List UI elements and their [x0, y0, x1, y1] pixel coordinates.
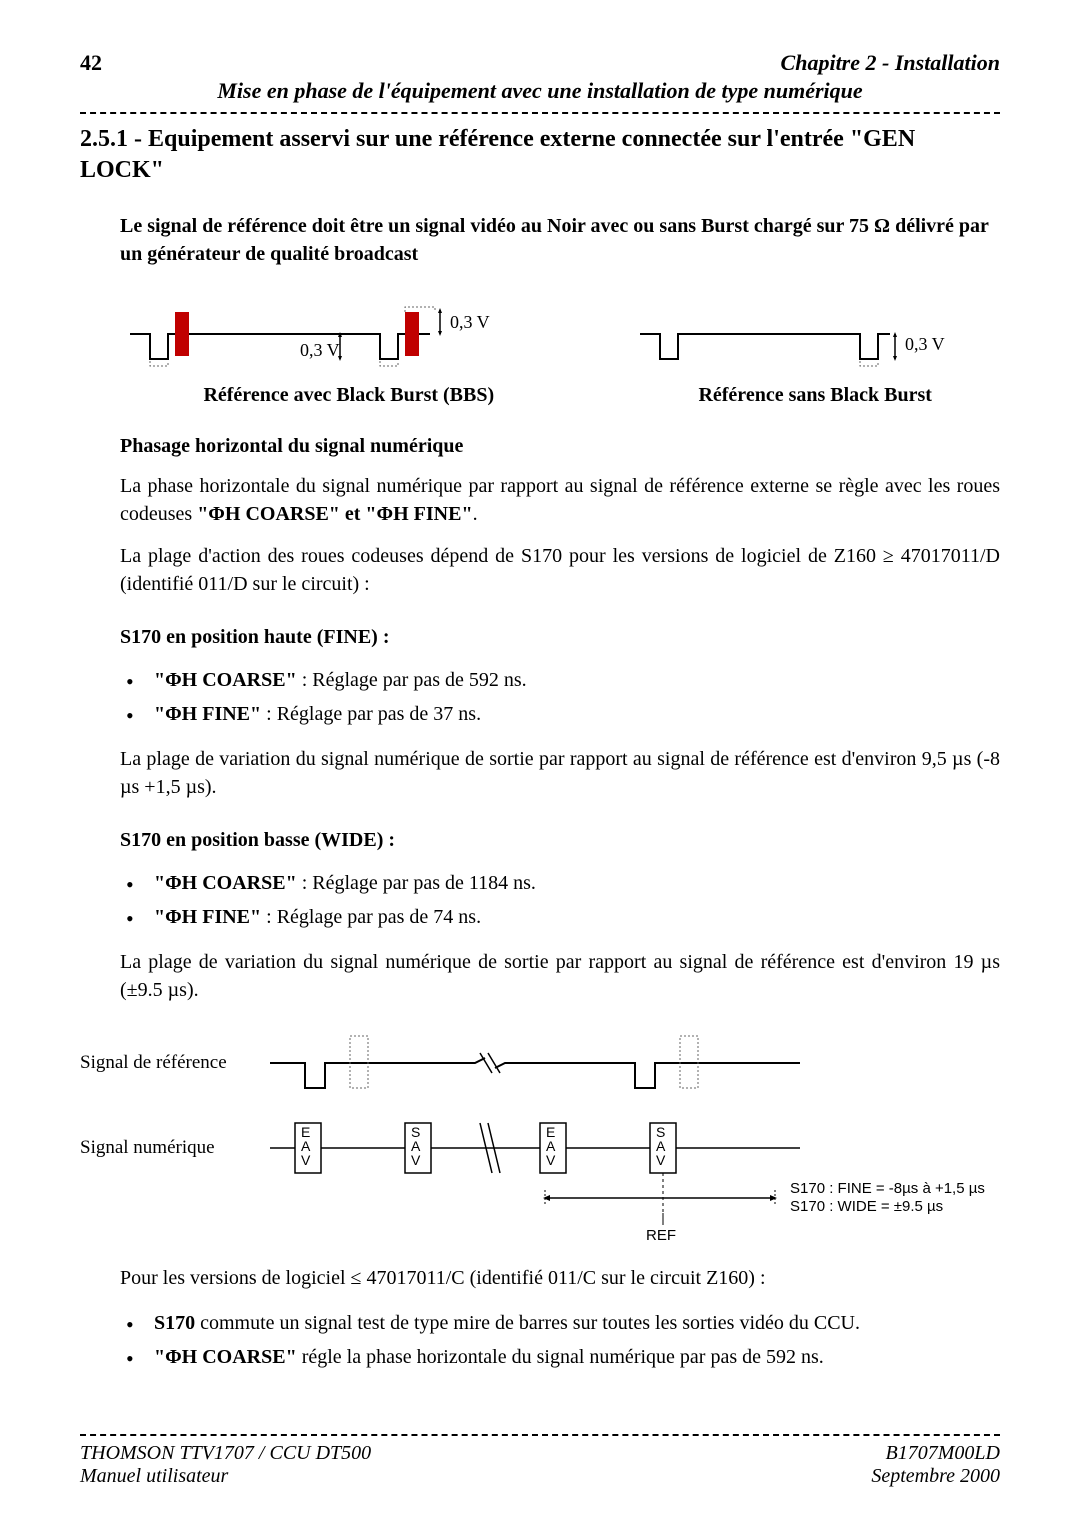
chapter-title: Chapitre 2 - Installation	[781, 50, 1000, 76]
divider-bottom	[80, 1434, 1000, 1436]
svg-text:S170 : WIDE = ±9.5 µs: S170 : WIDE = ±9.5 µs	[790, 1198, 943, 1215]
phasage-p2: La plage d'action des roues codeuses dép…	[120, 542, 1000, 598]
bullet-list-fine: "ΦH COARSE" : Réglage par pas de 592 ns.…	[120, 663, 1000, 731]
phasage-p1: La phase horizontale du signal numérique…	[120, 472, 1000, 528]
svg-text:V: V	[411, 1152, 421, 1168]
timing-diagram: Signal de référence Signal numérique EAV…	[80, 1018, 1000, 1248]
svg-text:V: V	[301, 1152, 311, 1168]
waveform-diagrams: 0,3 V 0,3 V Référence avec Black Burst (…	[120, 294, 1000, 407]
phasage-heading: Phasage horizontal du signal numérique	[120, 435, 1000, 458]
pos-basse-heading: S170 en position basse (WIDE) :	[120, 829, 1000, 852]
wave-caption-right: Référence sans Black Burst	[630, 384, 1000, 407]
footer-right2: Septembre 2000	[871, 1465, 1000, 1488]
svg-text:V: V	[656, 1152, 666, 1168]
bullet-list-wide: "ΦH COARSE" : Réglage par pas de 1184 ns…	[120, 866, 1000, 934]
waveform-no-bbs: 0,3 V	[630, 294, 950, 374]
svg-text:S170 : FINE = -8µs à +1,5 µs: S170 : FINE = -8µs à +1,5 µs	[790, 1180, 985, 1197]
svg-text:Signal de référence: Signal de référence	[80, 1052, 227, 1073]
list-item: "ΦH COARSE" : Réglage par pas de 1184 ns…	[126, 866, 1000, 900]
wave-caption-left: Référence avec Black Burst (BBS)	[120, 384, 578, 407]
list-item: "ΦH COARSE" régle la phase horizontale d…	[126, 1340, 1000, 1374]
footer-left1: THOMSON TTV1707 / CCU DT500	[80, 1442, 371, 1465]
list-item: "ΦH FINE" : Réglage par pas de 37 ns.	[126, 697, 1000, 731]
svg-text:Signal numérique: Signal numérique	[80, 1137, 215, 1158]
svg-text:REF: REF	[646, 1227, 676, 1244]
pos-haute-heading: S170 en position haute (FINE) :	[120, 626, 1000, 649]
page-number: 42	[80, 50, 102, 76]
footer-right1: B1707M00LD	[871, 1442, 1000, 1465]
page-footer: THOMSON TTV1707 / CCU DT500 Manuel utili…	[80, 1434, 1000, 1488]
bullet-list-bottom: S170 commute un signal test de type mire…	[120, 1306, 1000, 1374]
svg-text:0,3 V: 0,3 V	[300, 340, 340, 360]
footer-left2: Manuel utilisateur	[80, 1465, 371, 1488]
bottom-p1: Pour les versions de logiciel ≤ 47017011…	[120, 1264, 1000, 1292]
pos-basse-p: La plage de variation du signal numériqu…	[120, 948, 1000, 1004]
waveform-bbs: 0,3 V 0,3 V	[120, 294, 500, 374]
svg-text:V: V	[546, 1152, 556, 1168]
intro-paragraph: Le signal de référence doit être un sign…	[120, 212, 1000, 268]
pos-haute-p: La plage de variation du signal numériqu…	[120, 745, 1000, 801]
list-item: "ΦH FINE" : Réglage par pas de 74 ns.	[126, 900, 1000, 934]
list-item: S170 commute un signal test de type mire…	[126, 1306, 1000, 1340]
voltage-label-right: 0,3 V	[905, 334, 945, 354]
divider-top	[80, 112, 1000, 114]
sub-header: Mise en phase de l'équipement avec une i…	[80, 78, 1000, 104]
list-item: "ΦH COARSE" : Réglage par pas de 592 ns.	[126, 663, 1000, 697]
page-header: 42 Chapitre 2 - Installation Mise en pha…	[80, 50, 1000, 104]
voltage-label: 0,3 V	[450, 312, 490, 332]
section-title: 2.5.1 - Equipement asservi sur une référ…	[80, 124, 1000, 186]
